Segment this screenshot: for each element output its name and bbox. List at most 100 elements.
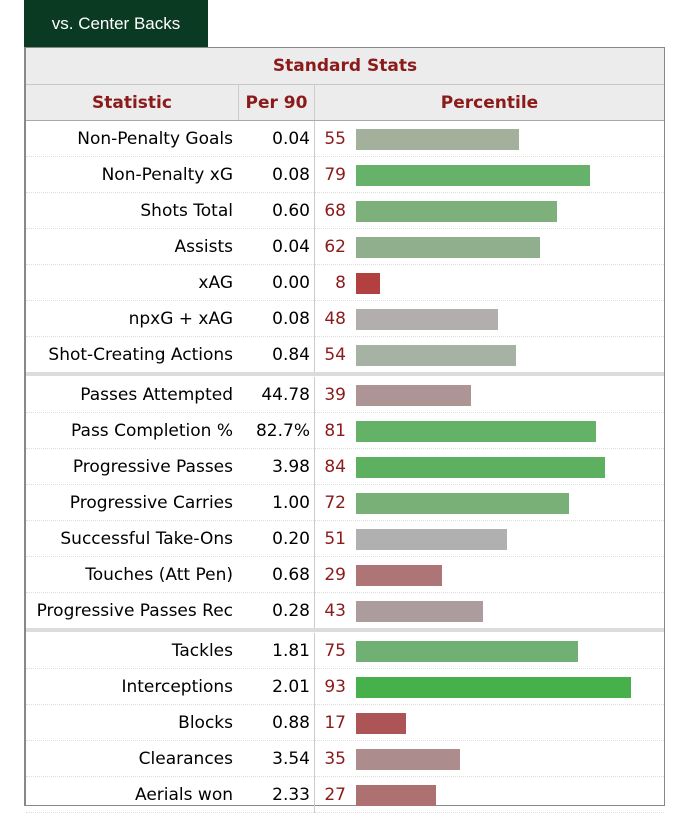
- table-row: Passes Attempted 44.78 39: [26, 377, 664, 413]
- stats-table: Standard Stats Statistic Per 90 Percenti…: [24, 47, 665, 813]
- table-row: Tackles 1.81 75: [26, 633, 664, 669]
- percentile-value: 79: [324, 165, 346, 185]
- per90-value: 0.08: [238, 301, 315, 337]
- per90-value: 0.20: [238, 521, 315, 557]
- table-row: Non-Penalty Goals 0.04 55: [26, 121, 664, 157]
- stat-name: Aerials won: [135, 785, 233, 805]
- percentile-bar: [356, 345, 516, 366]
- stat-name: Shots Total: [140, 201, 233, 221]
- percentile-bar: [356, 493, 569, 514]
- table-row: npxG + xAG 0.08 48: [26, 301, 664, 337]
- per90-value: 0.04: [238, 229, 315, 265]
- per90-value: 1.00: [238, 485, 315, 521]
- percentile-bar: [356, 309, 498, 330]
- percentile-value: 55: [324, 129, 346, 149]
- stat-name: Pass Completion %: [71, 421, 233, 441]
- per90-value: 2.33: [238, 777, 315, 813]
- percentile-value: 43: [324, 601, 346, 621]
- percentile-value: 8: [335, 273, 346, 293]
- header-per90[interactable]: Per 90: [238, 85, 315, 120]
- percentile-value: 62: [324, 237, 346, 257]
- per90-value: 0.60: [238, 193, 315, 229]
- header-percentile[interactable]: Percentile: [440, 92, 539, 113]
- table-row: Successful Take-Ons 0.20 51: [26, 521, 664, 557]
- per90-value: 3.54: [238, 741, 315, 777]
- table-row: xAG 0.00 8: [26, 265, 664, 301]
- stat-name: Clearances: [138, 749, 233, 769]
- stat-name: Non-Penalty xG: [101, 165, 233, 185]
- per90-value: 0.68: [238, 557, 315, 593]
- table-row: Blocks 0.88 17: [26, 705, 664, 741]
- percentile-bar: [356, 529, 507, 550]
- stat-name: Touches (Att Pen): [85, 565, 233, 585]
- percentile-value: 35: [324, 749, 346, 769]
- percentile-value: 68: [324, 201, 346, 221]
- per90-value: 2.01: [238, 669, 315, 705]
- stat-name: Progressive Passes: [72, 457, 233, 477]
- per90-value: 3.98: [238, 449, 315, 485]
- table-row: Non-Penalty xG 0.08 79: [26, 157, 664, 193]
- table-row: Progressive Passes Rec 0.28 43: [26, 593, 664, 629]
- per90-value: 44.78: [238, 377, 315, 413]
- percentile-value: 75: [324, 641, 346, 661]
- percentile-bar: [356, 385, 471, 406]
- percentile-value: 93: [324, 677, 346, 697]
- percentile-bar: [356, 785, 436, 806]
- per90-value: 82.7%: [238, 413, 315, 449]
- percentile-bar: [356, 129, 519, 150]
- stat-name: Progressive Carries: [69, 493, 233, 513]
- percentile-value: 51: [324, 529, 346, 549]
- group-separator: [26, 372, 664, 376]
- group-separator: [26, 628, 664, 632]
- percentile-bar: [356, 749, 460, 770]
- header-statistic[interactable]: Statistic: [92, 92, 172, 113]
- table-row: Assists 0.04 62: [26, 229, 664, 265]
- percentile-bar: [356, 201, 557, 222]
- stat-name: Shot-Creating Actions: [48, 345, 233, 365]
- stat-name: Tackles: [171, 641, 233, 661]
- table-row: Clearances 3.54 35: [26, 741, 664, 777]
- percentile-bar: [356, 713, 406, 734]
- per90-value: 0.84: [238, 337, 315, 373]
- stat-name: Blocks: [178, 713, 233, 733]
- percentile-value: 72: [324, 493, 346, 513]
- table-row: Shots Total 0.60 68: [26, 193, 664, 229]
- stat-name: Non-Penalty Goals: [77, 129, 233, 149]
- stat-name: Interceptions: [121, 677, 233, 697]
- stat-name: xAG: [198, 273, 233, 293]
- table-header: Statistic Per 90 Percentile: [26, 85, 664, 121]
- stat-name: Successful Take-Ons: [60, 529, 233, 549]
- stat-name: Progressive Passes Rec: [36, 601, 233, 621]
- per90-value: 0.00: [238, 265, 315, 301]
- percentile-value: 54: [324, 345, 346, 365]
- percentile-value: 29: [324, 565, 346, 585]
- tab-vs-center-backs[interactable]: vs. Center Backs: [24, 0, 208, 47]
- percentile-bar: [356, 641, 578, 662]
- per90-value: 1.81: [238, 633, 315, 669]
- per90-value: 0.28: [238, 593, 315, 629]
- percentile-value: 27: [324, 785, 346, 805]
- per90-value: 0.08: [238, 157, 315, 193]
- percentile-value: 81: [324, 421, 346, 441]
- per90-value: 0.88: [238, 705, 315, 741]
- table-row: Progressive Passes 3.98 84: [26, 449, 664, 485]
- percentile-bar: [356, 273, 380, 294]
- percentile-value: 17: [324, 713, 346, 733]
- table-title: Standard Stats: [26, 48, 664, 85]
- table-row: Shot-Creating Actions 0.84 54: [26, 337, 664, 373]
- percentile-bar: [356, 601, 483, 622]
- percentile-value: 48: [324, 309, 346, 329]
- table-row: Touches (Att Pen) 0.68 29: [26, 557, 664, 593]
- table-row: Pass Completion % 82.7% 81: [26, 413, 664, 449]
- percentile-bar: [356, 677, 631, 698]
- per90-value: 0.04: [238, 121, 315, 157]
- percentile-bar: [356, 237, 540, 258]
- percentile-bar: [356, 421, 596, 442]
- table-row: Progressive Carries 1.00 72: [26, 485, 664, 521]
- percentile-bar: [356, 565, 442, 586]
- percentile-bar: [356, 457, 605, 478]
- stat-name: Assists: [174, 237, 233, 257]
- percentile-value: 39: [324, 385, 346, 405]
- stat-name: npxG + xAG: [128, 309, 233, 329]
- table-row: Aerials won 2.33 27: [26, 777, 664, 813]
